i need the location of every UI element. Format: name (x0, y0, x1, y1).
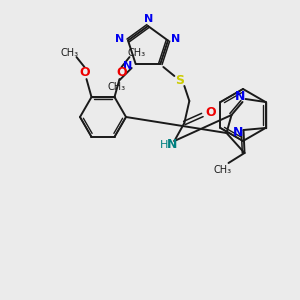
Text: N: N (123, 61, 132, 71)
Text: N: N (116, 34, 125, 44)
Text: O: O (79, 66, 90, 79)
Text: O: O (116, 66, 127, 79)
Text: CH₃: CH₃ (128, 48, 146, 58)
Text: H: H (160, 140, 169, 150)
Text: CH₃: CH₃ (60, 48, 79, 58)
Text: N: N (167, 139, 178, 152)
Text: O: O (205, 106, 216, 119)
Text: S: S (175, 74, 184, 88)
Text: N: N (144, 14, 154, 24)
Text: CH₃: CH₃ (214, 165, 232, 175)
Text: N: N (233, 125, 244, 139)
Text: CH₃: CH₃ (108, 82, 126, 92)
Text: N: N (171, 34, 181, 44)
Text: N: N (235, 91, 246, 103)
